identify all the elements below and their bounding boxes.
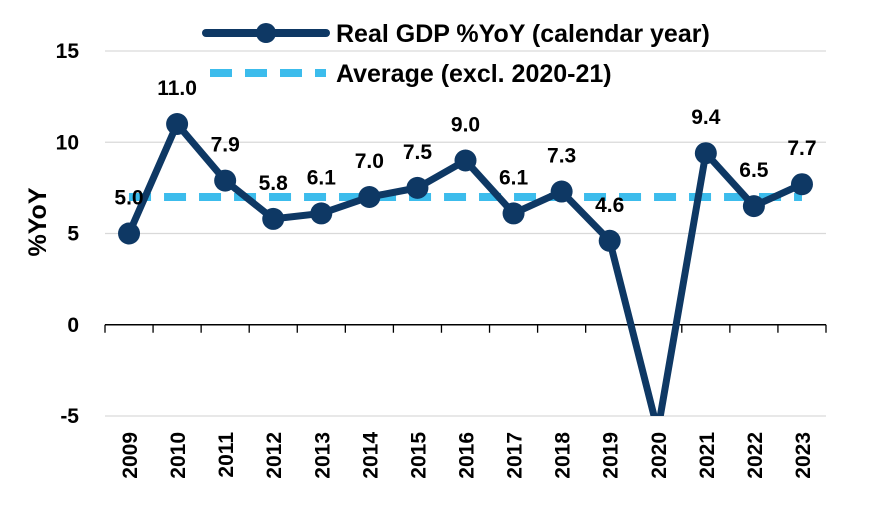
gdp-marker-2017 [502, 202, 525, 225]
gdp-marker-2018 [550, 180, 573, 203]
data-label-2013: 6.1 [307, 166, 337, 189]
data-label-2016: 9.0 [451, 114, 480, 137]
gdp-marker-2019 [598, 229, 621, 252]
gdp-marker-2011 [214, 169, 237, 192]
gdp-marker-2014 [358, 186, 381, 208]
y-tick-label: 10 [56, 131, 79, 154]
x-tick-label: 2014 [359, 432, 382, 479]
x-tick-label: 2019 [600, 432, 623, 479]
legend-gdp-marker [256, 23, 276, 43]
data-label-2022: 6.5 [739, 159, 769, 182]
gdp-marker-2009 [118, 222, 141, 245]
data-label-2023: 7.7 [787, 137, 816, 160]
y-tick-label: -5 [60, 405, 79, 428]
x-tick-label: 2022 [744, 432, 767, 479]
legend: Real GDP %YoY (calendar year) Average (e… [202, 20, 710, 88]
x-tick-label: 2015 [407, 432, 430, 479]
y-tick-label: 0 [67, 314, 79, 337]
data-label-2011: 7.9 [211, 134, 240, 157]
y-tick-label: 5 [67, 223, 79, 246]
x-tick-label: 2020 [648, 432, 671, 479]
y-axis-ticks: -5 0 5 10 15 [56, 40, 80, 428]
gdp-marker-2023 [790, 173, 813, 196]
gdp-series [118, 113, 813, 416]
x-tick-label: 2018 [552, 432, 575, 479]
x-tick-label: 2009 [119, 432, 142, 479]
data-label-2014: 7.0 [355, 150, 384, 173]
gdp-marker-2013 [310, 202, 333, 225]
gdp-marker-2012 [262, 207, 285, 230]
gdp-marker-2021 [694, 142, 717, 165]
data-label-2019: 4.6 [595, 194, 624, 217]
gridlines [105, 50, 826, 417]
y-axis-title: %YoY [24, 187, 52, 256]
data-label-2018: 7.3 [547, 145, 576, 168]
gdp-marker-2010 [166, 113, 189, 135]
data-labels: 5.0 11.0 7.9 5.8 6.1 7.0 7.5 9.0 6.1 7.3 4.6 9.4 6.5… [114, 77, 816, 217]
data-label-2021: 9.4 [691, 106, 721, 129]
x-tick-label: 2021 [696, 432, 719, 479]
x-tick-label: 2012 [263, 432, 286, 479]
data-label-2012: 5.8 [259, 172, 289, 195]
gdp-marker-2016 [454, 149, 477, 172]
data-label-2017: 6.1 [499, 166, 529, 189]
y-tick-label: 15 [56, 40, 80, 63]
data-label-2015: 7.5 [403, 141, 433, 164]
x-tick-label: 2023 [792, 432, 815, 479]
x-tick-label: 2016 [456, 432, 479, 479]
x-axis: 2009 2010 2011 2012 2013 2014 2015 2016 2017 2018… [104, 324, 827, 479]
x-tick-label: 2010 [167, 432, 190, 479]
data-label-2010: 11.0 [157, 77, 197, 100]
x-tick-label: 2017 [504, 432, 527, 479]
data-label-2009: 5.0 [114, 187, 143, 210]
gdp-marker-2015 [406, 176, 429, 199]
x-tick-label: 2013 [311, 432, 334, 479]
legend-gdp-label: Real GDP %YoY (calendar year) [336, 20, 710, 48]
legend-average-label: Average (excl. 2020-21) [336, 60, 612, 88]
gdp-marker-2022 [742, 195, 765, 218]
x-tick-label: 2011 [215, 432, 238, 478]
